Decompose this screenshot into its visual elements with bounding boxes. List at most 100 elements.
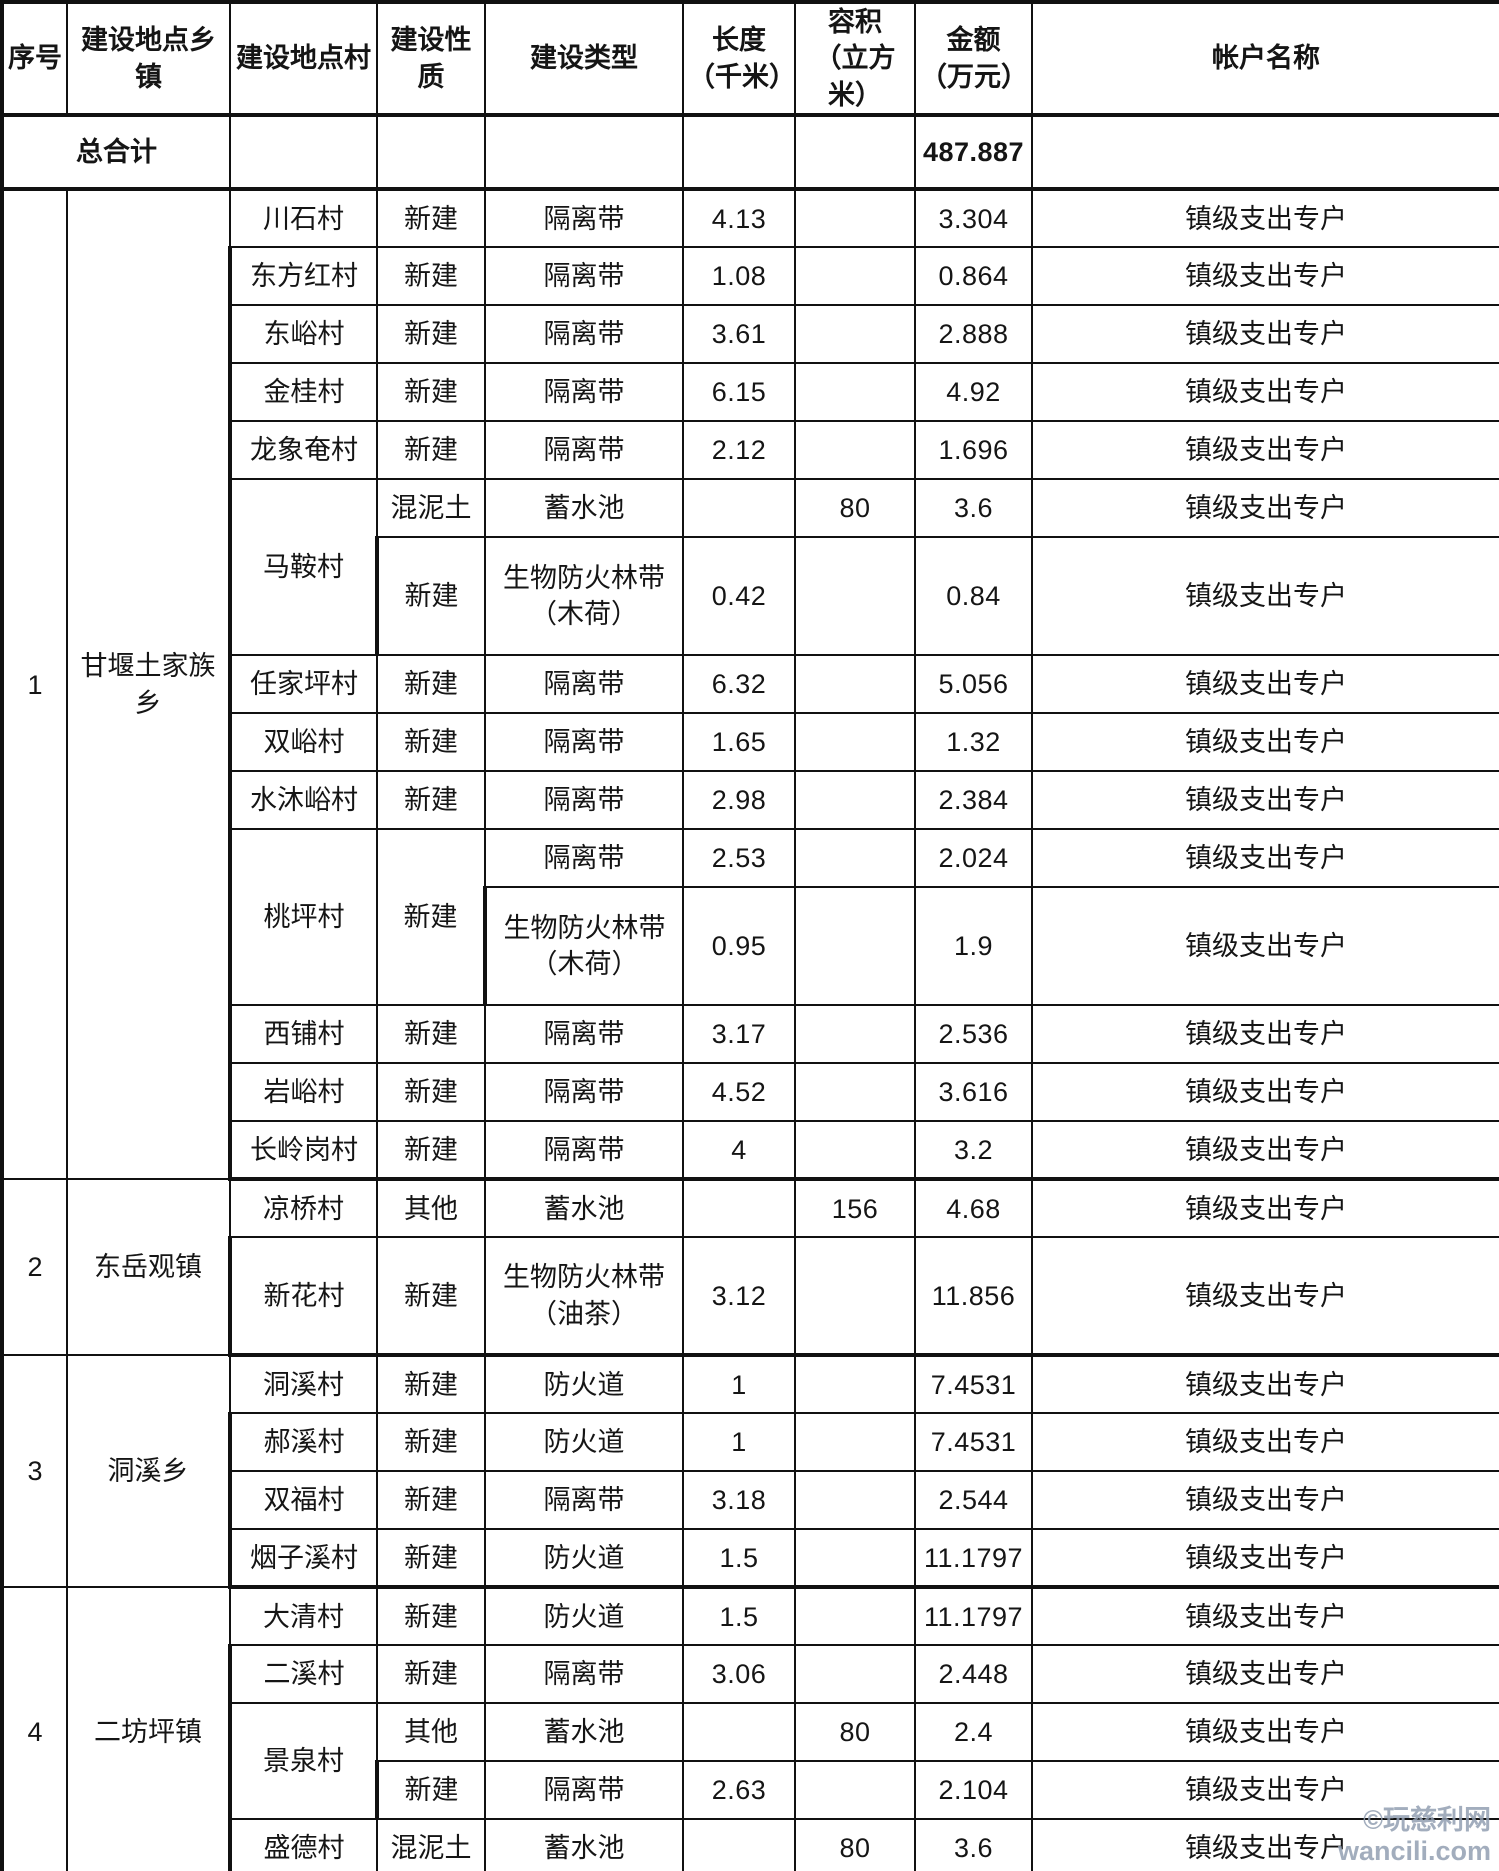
cell-volume (794, 1236, 916, 1358)
cell-length: 3.18 (682, 1470, 796, 1531)
cell-amount: 5.056 (914, 654, 1033, 715)
cell-length: 1 (682, 1354, 796, 1415)
table-row: 1 甘堰土家族乡 川石村 新建 隔离带 4.13 3.304 镇级支出专户 (0, 188, 1499, 1181)
table-row: 二溪村 新建 隔离带 3.06 2.448 镇级支出专户 (2, 1644, 1499, 1705)
grand-total-row: 总合计 487.887 (0, 114, 1499, 192)
table-row: 西铺村 新建 隔离带 3.17 2.536 镇级支出专户 (2, 1004, 1499, 1065)
cell-volume (794, 886, 916, 1007)
grand-total-amount: 487.887 (914, 114, 1033, 192)
cell-nature: 新建 (376, 1586, 486, 1647)
cell-volume (794, 536, 916, 657)
cell-village: 东方红村 (228, 246, 378, 307)
cell-amount: 4.92 (914, 362, 1033, 423)
cell-nature: 新建 (376, 654, 486, 715)
cell-volume (794, 1760, 916, 1821)
cell-type: 隔离带 (484, 362, 684, 423)
col-header-serial: 序号 (0, 0, 68, 118)
table-row: 新花村 新建 生物防火林带 （油茶） 3.12 11.856 镇级支出专户 (2, 1236, 1499, 1358)
table-row: 马鞍村 混泥土 蓄水池 80 3.6 镇级支出专户 (2, 478, 1499, 657)
cell-volume (794, 712, 916, 773)
cell-account: 镇级支出专户 (1031, 770, 1499, 831)
cell-account: 镇级支出专户 (1031, 1818, 1499, 1871)
cell-volume (794, 1354, 916, 1415)
cell-amount: 7.4531 (914, 1412, 1033, 1473)
cell-volume: 80 (794, 1818, 916, 1871)
cell-length: 1 (682, 1412, 796, 1473)
cell-village: 双峪村 (228, 712, 378, 773)
cell-type: 隔离带 (484, 1644, 684, 1705)
cell-serial: 3 (0, 1354, 68, 1589)
cell-nature: 新建 (376, 1236, 486, 1358)
cell-type: 隔离带 (484, 1760, 684, 1821)
table-row: 盛德村 混泥土 蓄水池 80 3.6 镇级支出专户 (2, 1818, 1499, 1871)
cell-account: 镇级支出专户 (1031, 712, 1499, 773)
cell-length: 4.52 (682, 1062, 796, 1123)
header-row: 序号 建设地点乡镇 建设地点村 建设性质 建设类型 长度 （千米） 容积 （立方… (0, 0, 1499, 118)
cell-volume (794, 420, 916, 481)
cell-volume (794, 1120, 916, 1182)
cell-amount: 2.384 (914, 770, 1033, 831)
cell-account: 镇级支出专户 (1031, 478, 1499, 539)
cell-amount: 11.856 (914, 1236, 1033, 1358)
cell-length: 2.53 (682, 828, 796, 889)
cell-volume: 80 (794, 1702, 916, 1763)
cell-village: 桃坪村 (228, 828, 378, 1007)
col-header-township: 建设地点乡镇 (66, 0, 231, 118)
cell-type: 蓄水池 (484, 1702, 684, 1763)
cell-type: 防火道 (484, 1412, 684, 1473)
cell-volume (794, 770, 916, 831)
cell-village: 新花村 (228, 1236, 378, 1358)
cell-village: 景泉村 (228, 1702, 378, 1821)
table-row: 金桂村 新建 隔离带 6.15 4.92 镇级支出专户 (2, 362, 1499, 423)
cell-type: 蓄水池 (484, 478, 684, 539)
cell-nature: 新建 (375, 1760, 486, 1821)
cell-village: 郝溪村 (228, 1412, 378, 1473)
cell-village: 任家坪村 (228, 654, 378, 715)
cell-amount: 0.84 (914, 536, 1033, 657)
cell-type: 蓄水池 (484, 1818, 684, 1871)
cell-length: 4 (682, 1120, 796, 1182)
cell-account: 镇级支出专户 (1031, 1586, 1499, 1647)
col-header-amount: 金额 （万元） (914, 0, 1033, 118)
cell-amount: 2.888 (914, 304, 1033, 365)
cell-nature: 新建 (376, 1120, 486, 1182)
cell-village: 洞溪村 (229, 1354, 378, 1415)
cell-length: 3.61 (682, 304, 796, 365)
cell-nature: 新建 (376, 1470, 486, 1531)
cell-length: 4.13 (682, 188, 796, 249)
cell-serial: 2 (0, 1178, 68, 1357)
col-header-length: 长度 （千米） (682, 0, 796, 118)
cell-nature: 混泥土 (376, 1818, 486, 1871)
cell-volume (794, 1062, 916, 1123)
cell-volume (794, 188, 916, 249)
cell-amount: 3.304 (914, 188, 1033, 249)
col-header-type: 建设类型 (484, 0, 684, 118)
cell-village: 双福村 (228, 1470, 378, 1531)
cell-empty (376, 114, 486, 192)
cell-village: 西铺村 (228, 1004, 378, 1065)
table-row: 烟子溪村 新建 防火道 1.5 11.1797 镇级支出专户 (2, 1528, 1499, 1590)
cell-type: 生物防火林带 （木荷） (483, 886, 684, 1007)
cell-amount: 1.9 (914, 886, 1033, 1007)
cell-account: 镇级支出专户 (1031, 1644, 1499, 1705)
cell-length: 1.65 (682, 712, 796, 773)
cell-type: 隔离带 (484, 828, 684, 889)
cell-length: 6.32 (682, 654, 796, 715)
cell-nature: 新建 (376, 1354, 486, 1415)
table-row: 3 洞溪乡 洞溪村 新建 防火道 1 7.4531 镇级支出专户 (0, 1354, 1499, 1589)
cell-township: 东岳观镇 (66, 1178, 231, 1357)
cell-amount: 4.68 (914, 1178, 1033, 1239)
cell-township: 甘堰土家族乡 (66, 188, 231, 1181)
cell-volume (794, 1644, 916, 1705)
cell-amount: 1.696 (914, 420, 1033, 481)
cell-account: 镇级支出专户 (1031, 536, 1499, 657)
cell-length: 3.17 (682, 1004, 796, 1065)
cell-account: 镇级支出专户 (1031, 1178, 1499, 1239)
cell-account: 镇级支出专户 (1031, 1528, 1499, 1590)
cell-empty (229, 114, 378, 192)
cell-volume (794, 828, 916, 889)
cell-account: 镇级支出专户 (1031, 362, 1499, 423)
cell-type: 隔离带 (484, 304, 684, 365)
